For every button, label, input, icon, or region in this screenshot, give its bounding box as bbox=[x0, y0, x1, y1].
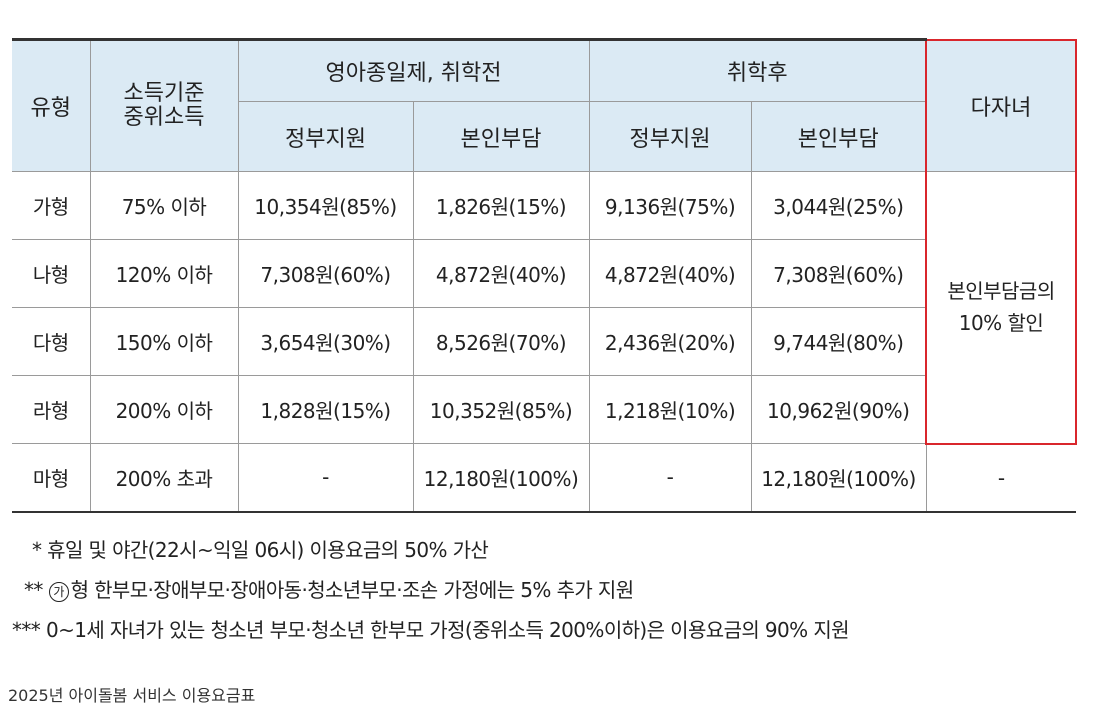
header-type: 유형 bbox=[12, 38, 91, 172]
row-income: 75% 이하 bbox=[89, 171, 239, 240]
row-after-gov: 9,136원(75%) bbox=[588, 171, 752, 240]
row-type: 나형 bbox=[12, 239, 91, 308]
row-before-self: 10,352원(85%) bbox=[412, 375, 590, 444]
row-after-self: 9,744원(80%) bbox=[750, 307, 927, 376]
image-caption: 2025년 아이돌봄 서비스 이용요금표 bbox=[8, 686, 256, 705]
circled-ga-icon: 가 bbox=[48, 581, 69, 602]
header-group-after-school: 취학후 bbox=[588, 38, 927, 102]
multichild-discount: 본인부담금의 10% 할인 bbox=[925, 171, 1078, 445]
multichild-discount-text: 본인부담금의 10% 할인 bbox=[947, 279, 1055, 336]
row-after-self: 7,308원(60%) bbox=[750, 239, 927, 308]
header-after-self: 본인부담 bbox=[750, 101, 927, 172]
header-income: 소득기준 중위소득 bbox=[89, 38, 239, 172]
table-row: 다형 150% 이하 3,654원(30%) 8,526원(70%) 2,436… bbox=[12, 307, 1076, 376]
footnote-1: * 휴일 및 야간(22시~익일 06시) 이용요금의 50% 가산 bbox=[14, 530, 1094, 570]
footnote-text: 0~1세 자녀가 있는 청소년 부모·청소년 한부모 가정(중위소득 200%이… bbox=[45, 618, 850, 642]
row-before-gov: 3,654원(30%) bbox=[237, 307, 414, 376]
row-after-self: 10,962원(90%) bbox=[750, 375, 927, 444]
footnote-marker: * bbox=[32, 538, 42, 562]
footnote-3: *** 0~1세 자녀가 있는 청소년 부모·청소년 한부모 가정(중위소득 2… bbox=[12, 610, 1094, 650]
table-row: 나형 120% 이하 7,308원(60%) 4,872원(40%) 4,872… bbox=[12, 239, 1076, 308]
row-after-self: 12,180원(100%) bbox=[750, 443, 927, 513]
row-income: 200% 초과 bbox=[89, 443, 239, 513]
row-before-self: 8,526원(70%) bbox=[412, 307, 590, 376]
footnote-text: 휴일 및 야간(22시~익일 06시) 이용요금의 50% 가산 bbox=[47, 538, 489, 562]
footnote-marker: ** bbox=[24, 578, 43, 602]
row-type: 라형 bbox=[12, 375, 91, 444]
row-after-self: 3,044원(25%) bbox=[750, 171, 927, 240]
row-before-self: 1,826원(15%) bbox=[412, 171, 590, 240]
table-row: 가형 75% 이하 10,354원(85%) 1,826원(15%) 9,136… bbox=[12, 171, 1078, 445]
row-after-gov: - bbox=[588, 443, 752, 513]
table-body: 가형 75% 이하 10,354원(85%) 1,826원(15%) 9,136… bbox=[12, 171, 1078, 513]
row-income: 150% 이하 bbox=[89, 307, 239, 376]
row-multichild: - bbox=[925, 443, 1077, 513]
footnote-marker: *** bbox=[12, 618, 41, 642]
header-after-gov: 정부지원 bbox=[588, 101, 752, 172]
table-header: 유형 소득기준 중위소득 영아종일제, 취학전 취학후 다자녀 정부지원 본인부… bbox=[12, 38, 1078, 172]
row-before-self: 4,872원(40%) bbox=[412, 239, 590, 308]
table-row: 마형 200% 초과 - 12,180원(100%) - 12,180원(100… bbox=[12, 443, 1077, 513]
header-multichild: 다자녀 bbox=[925, 38, 1078, 172]
row-before-gov: 1,828원(15%) bbox=[237, 375, 414, 444]
row-type: 마형 bbox=[12, 443, 91, 513]
header-group-before-school: 영아종일제, 취학전 bbox=[237, 38, 590, 102]
row-before-self: 12,180원(100%) bbox=[412, 443, 590, 513]
row-type: 가형 bbox=[12, 171, 91, 240]
table-row: 라형 200% 이하 1,828원(15%) 10,352원(85%) 1,21… bbox=[12, 375, 1076, 444]
row-income: 120% 이하 bbox=[89, 239, 239, 308]
row-income: 200% 이하 bbox=[89, 375, 239, 444]
header-before-self: 본인부담 bbox=[412, 101, 590, 172]
row-after-gov: 4,872원(40%) bbox=[588, 239, 752, 308]
fee-table: 유형 소득기준 중위소득 영아종일제, 취학전 취학후 다자녀 정부지원 본인부… bbox=[12, 38, 1078, 513]
row-before-gov: 10,354원(85%) bbox=[237, 171, 414, 240]
footnote-text: 형 한부모·장애부모·장애아동·청소년부모·조손 가정에는 5% 추가 지원 bbox=[70, 578, 635, 602]
row-type: 다형 bbox=[12, 307, 91, 376]
row-before-gov: 7,308원(60%) bbox=[237, 239, 414, 308]
row-after-gov: 2,436원(20%) bbox=[588, 307, 752, 376]
row-after-gov: 1,218원(10%) bbox=[588, 375, 752, 444]
header-income-text: 소득기준 중위소득 bbox=[123, 81, 205, 130]
header-before-gov: 정부지원 bbox=[237, 101, 414, 172]
row-before-gov: - bbox=[237, 443, 414, 513]
